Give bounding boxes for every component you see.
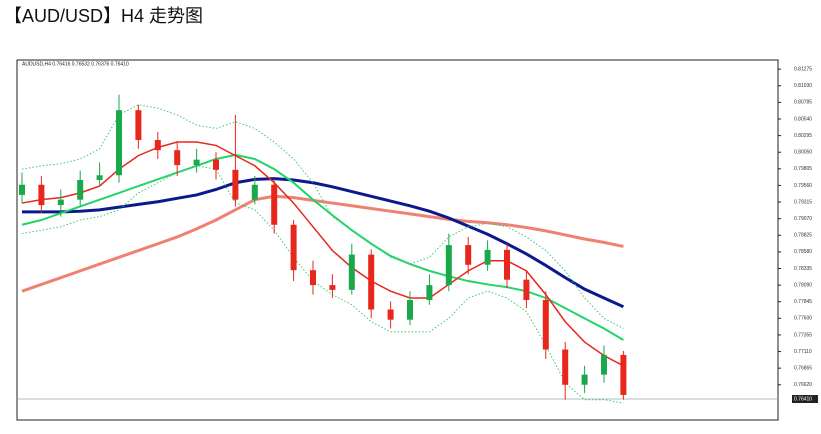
candle-body (445, 245, 452, 286)
candle-body (135, 110, 142, 141)
candle-body (562, 349, 569, 385)
candle-body (329, 285, 336, 290)
candle-body (387, 309, 394, 320)
candle-body (232, 169, 239, 200)
y-tick-label: 0.79315 (794, 199, 812, 205)
candle-body (290, 224, 297, 271)
y-tick-label: 0.76865 (794, 365, 812, 371)
info-text: AUDUSD,H4 0.76416 0.76532 0.76376 0.7641… (22, 61, 129, 67)
candle-body (465, 245, 472, 265)
y-tick-label: 0.81030 (794, 83, 812, 89)
candle-body (601, 354, 607, 375)
candle-body (96, 175, 103, 181)
candle-body (407, 300, 413, 320)
candle-body (174, 150, 181, 166)
candle-body (348, 254, 355, 290)
y-tick-label: 0.80785 (794, 100, 812, 106)
candle-body (542, 300, 549, 350)
y-tick-label: 0.80050 (794, 150, 812, 156)
indicator-line (21, 194, 624, 293)
indicator-line (21, 141, 624, 367)
indicator-line (22, 177, 625, 309)
candle-body (57, 199, 64, 206)
indicator-line (21, 104, 624, 329)
y-tick-label: 0.77845 (794, 299, 812, 305)
y-tick-label: 0.77355 (794, 332, 812, 338)
candle-body (310, 270, 316, 286)
candle-body (271, 184, 278, 225)
y-tick-label: 0.79070 (794, 216, 812, 222)
chart-title: 【AUD/USD】H4 走势图 (4, 6, 203, 26)
y-tick-label: 0.81275 (794, 66, 812, 72)
indicator-line (21, 165, 624, 404)
y-tick-label: 0.76620 (794, 382, 812, 388)
last-price-tag (792, 395, 818, 404)
candle-body (251, 184, 258, 200)
y-tick-label: 0.80295 (794, 133, 812, 139)
y-tick-label: 0.78825 (794, 233, 812, 239)
candle-body (581, 374, 588, 385)
y-tick-label: 0.80540 (794, 116, 812, 122)
y-tick-label: 0.79560 (794, 183, 812, 189)
candle-body (154, 140, 161, 151)
y-tick-label: 0.78335 (794, 266, 812, 272)
candle-body (484, 249, 491, 265)
candle-body (426, 285, 433, 301)
candle-body (38, 184, 45, 206)
candle-body (193, 159, 200, 166)
candle-body (213, 159, 219, 170)
candle-body (504, 249, 510, 280)
y-tick-label: 0.78580 (794, 249, 812, 255)
candle-body (116, 110, 122, 176)
candle-body (368, 254, 375, 310)
y-tick-label: 0.77600 (794, 316, 812, 322)
y-tick-label: 0.79805 (794, 166, 812, 172)
plot-frame (16, 59, 779, 421)
candle-body (19, 184, 25, 195)
candle-body (620, 354, 627, 395)
y-tick-label: 0.78090 (794, 282, 812, 288)
candle-body (77, 180, 84, 200)
last-price-label: 0.76410 (794, 396, 812, 402)
y-tick-label: 0.77110 (794, 349, 812, 355)
candle-body (523, 279, 530, 301)
indicator-line (21, 153, 624, 341)
